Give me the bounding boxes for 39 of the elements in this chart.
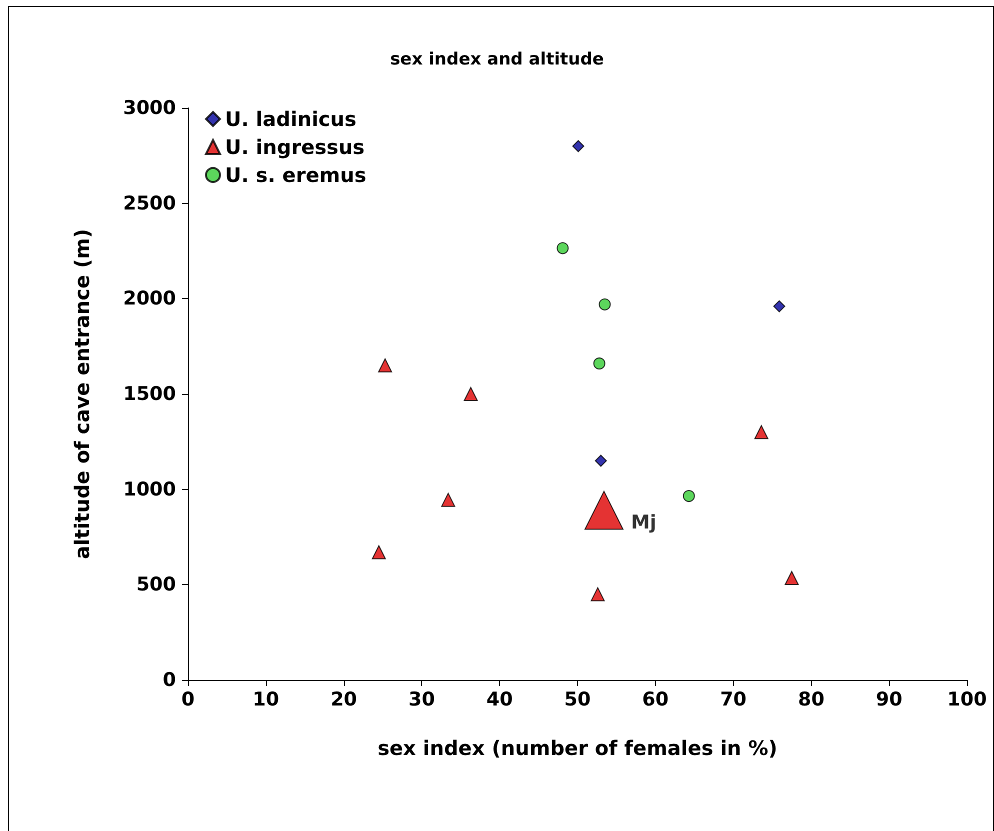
point [441,492,456,507]
x-tick-label: 30 [408,688,435,710]
point [464,387,478,401]
point [590,587,605,602]
y-tick-label: 1500 [123,383,176,405]
point [754,425,768,440]
point [372,545,386,560]
chart-title: sex index and altitude [390,50,604,70]
point [593,357,606,370]
y-tick-label: 2000 [123,288,176,310]
x-tick-label: 60 [642,688,669,710]
y-tick-label: 1000 [123,478,176,500]
x-tick-label: 10 [252,688,280,710]
point [682,490,695,502]
x-tick-label: 80 [798,688,824,710]
y-tick-label: 2500 [123,192,176,214]
point [594,454,607,467]
x-tick-label: 90 [876,688,902,710]
point [784,570,799,585]
x-tick-label: 70 [720,688,747,710]
x-tick-label: 0 [181,688,195,710]
x-axis-title: sex index (number of females in %) [378,736,778,760]
point [556,242,569,254]
point [572,140,584,152]
x-tick-label: 100 [947,688,987,710]
x-tick-label: 20 [330,688,358,710]
annotation: Mj [630,511,656,534]
legend-label: U. s. eremus [225,163,366,187]
legend-label: U. ingressus [225,135,365,159]
point [773,300,786,312]
y-tick-label: 0 [162,669,176,691]
legend-label: U. ladinicus [225,107,356,131]
y-axis-title: altitude of cave entrance (m) [70,228,94,560]
x-tick-label: 40 [486,688,513,710]
y-tick-label: 500 [136,574,176,596]
point [378,358,392,372]
y-tick-label: 3000 [123,97,176,119]
x-tick-label: 50 [564,688,591,710]
point [598,298,611,310]
